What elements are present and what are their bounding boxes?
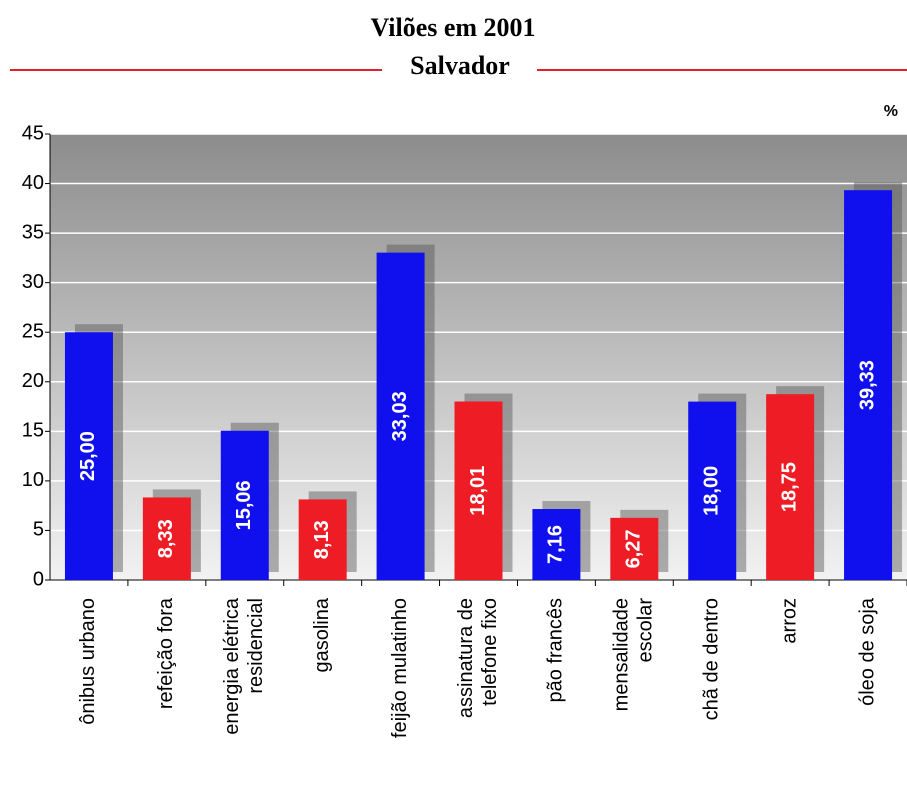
value-label: 8,13 xyxy=(311,520,333,559)
y-tick-label: 10 xyxy=(22,469,44,491)
bar xyxy=(766,394,815,580)
y-tick-label: 20 xyxy=(22,370,44,392)
y-tick-label: 15 xyxy=(22,420,44,442)
y-tick-label: 45 xyxy=(22,122,44,144)
chart-title: Vilões em 2001 xyxy=(370,13,535,42)
x-tick-label: ônibus urbano xyxy=(77,598,99,725)
bar xyxy=(532,509,581,580)
y-tick-label: 30 xyxy=(22,271,44,293)
bar xyxy=(688,401,737,580)
unit-label: % xyxy=(884,103,898,120)
bar xyxy=(844,190,893,581)
value-label: 39,33 xyxy=(856,360,878,410)
value-label: 18,01 xyxy=(467,466,489,516)
value-label: 25,00 xyxy=(77,431,99,481)
value-label: 18,00 xyxy=(701,466,723,516)
value-label: 8,33 xyxy=(155,519,177,558)
x-tick-label: feijão mulatinho xyxy=(389,598,411,738)
x-tick-label: arroz xyxy=(778,598,800,644)
x-tick-label: gasolina xyxy=(311,597,333,672)
bar xyxy=(376,252,425,581)
bar xyxy=(454,401,503,580)
y-tick-label: 40 xyxy=(22,172,44,194)
x-tick-label: mensalidade xyxy=(611,598,633,711)
x-tick-label: chã de dentro xyxy=(701,598,723,720)
x-tick-label: energia elétrica xyxy=(221,597,243,735)
value-label: 18,75 xyxy=(778,462,800,512)
value-label: 33,03 xyxy=(389,391,411,441)
chart-subtitle: Salvador xyxy=(410,51,510,80)
value-label: 15,06 xyxy=(233,480,255,530)
bar xyxy=(220,430,269,580)
x-tick-label: refeição fora xyxy=(155,597,177,709)
x-tick-label: escolar xyxy=(635,598,657,663)
bar xyxy=(64,332,113,580)
x-tick-label: assinatura de xyxy=(455,598,477,718)
y-tick-label: 25 xyxy=(22,321,44,343)
x-tick-label: pão francês xyxy=(545,598,567,703)
x-tick-label: residencial xyxy=(245,598,267,694)
y-tick-label: 0 xyxy=(33,568,44,590)
x-tick-label: óleo de soja xyxy=(856,597,878,706)
bar xyxy=(610,517,659,580)
value-label: 7,16 xyxy=(545,525,567,564)
value-label: 6,27 xyxy=(623,529,645,568)
bar xyxy=(298,499,347,580)
bar xyxy=(142,497,191,580)
y-tick-label: 5 xyxy=(33,519,44,541)
x-tick-label: telefone fixo xyxy=(479,598,501,706)
y-tick-label: 35 xyxy=(22,221,44,243)
